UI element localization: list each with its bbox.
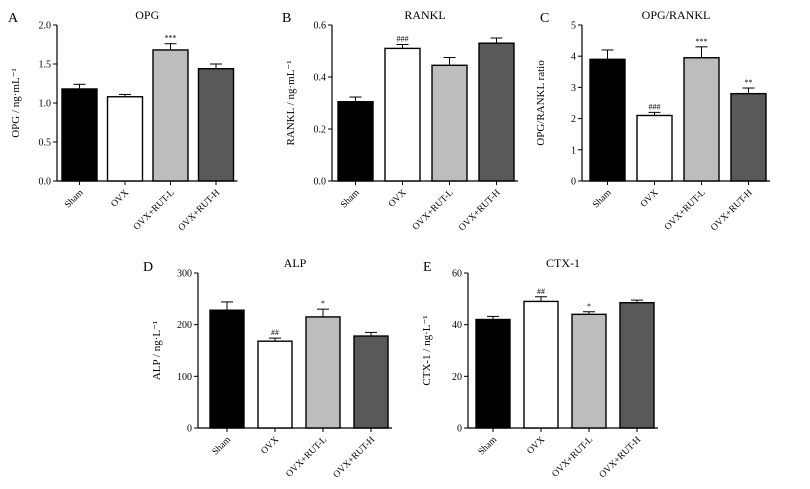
panel-letter: B	[282, 11, 291, 26]
x-tick-label: Sham	[211, 435, 234, 458]
y-axis-label: OPG/RANKL ratio	[535, 60, 547, 146]
significance-marker: *	[587, 302, 591, 311]
bar-ovx-rut-h	[197, 67, 235, 182]
y-tick-label: 0	[457, 424, 462, 435]
x-tick-label: Sham	[591, 188, 614, 211]
bar-ovx-rut-l	[431, 64, 468, 182]
bar-ovx	[257, 340, 293, 429]
panel-title: OPG	[135, 8, 159, 22]
significance-marker: **	[745, 78, 753, 87]
panel-title: ALP	[284, 256, 307, 270]
panel-letter: C	[540, 11, 549, 26]
x-tick-label: OVX+RUT-H	[177, 188, 222, 233]
panel-b: B RANKL RANKL / ng·mL⁻¹ 0.0 0.2 0.4 0.6 Sham ###…	[282, 8, 518, 233]
bar-ovx-rut-h	[353, 335, 389, 429]
y-tick-label: 0.0	[314, 177, 327, 188]
panel-letter: A	[8, 11, 19, 26]
y-tick-label: 5	[571, 21, 576, 32]
panel-c: C OPG/RANKL OPG/RANKL ratio 0 1 2 3 4 5 Sham ### OV…	[535, 8, 770, 233]
y-tick-label: 300	[177, 269, 192, 280]
x-tick-label: Sham	[477, 435, 500, 458]
bar-ovx-rut-l	[571, 313, 607, 429]
bar-sham	[589, 58, 626, 182]
x-tick-label: OVX+RUT-L	[551, 435, 596, 480]
x-tick-label: OVX+RUT-H	[457, 188, 502, 233]
significance-marker: ***	[696, 37, 708, 46]
panel-title: OPG/RANKL	[642, 8, 711, 22]
x-tick-label: OVX+RUT-L	[411, 188, 456, 233]
x-tick-label: Sham	[339, 188, 362, 211]
significance-marker: ***	[165, 34, 177, 43]
panel-a: A OPG OPG / ng·mL⁻¹ 0.0 0.5 1.0 1.5 2.0 Sham OVX *…	[8, 8, 238, 233]
bar-sham	[61, 88, 98, 182]
y-tick-label: 60	[452, 269, 462, 280]
x-tick-label: OVX	[639, 188, 661, 210]
y-tick-label: 1	[571, 145, 576, 156]
y-tick-label: 100	[177, 372, 192, 383]
panel-title: RANKL	[404, 8, 445, 22]
panel-letter: D	[143, 260, 153, 275]
significance-marker: ##	[271, 328, 279, 337]
y-tick-label: 2	[571, 114, 576, 125]
x-tick-label: OVX	[525, 435, 547, 457]
x-tick-label: OVX+RUT-H	[709, 188, 754, 233]
y-tick-label: 0	[187, 424, 192, 435]
significance-marker: ##	[537, 287, 545, 296]
panel-e: E CTX-1 CTX-1 / ng·L⁻¹ 0 20 40 60 Sham ## OVX * OVX…	[421, 256, 658, 480]
y-tick-label: 0.5	[39, 138, 52, 149]
x-tick-label: OVX	[259, 435, 281, 457]
y-tick-label: 1.0	[39, 99, 52, 110]
bar-sham	[209, 309, 245, 429]
x-tick-label: OVX+RUT-H	[332, 435, 377, 480]
x-tick-label: Sham	[63, 188, 86, 211]
y-tick-label: 3	[571, 83, 576, 94]
x-tick-label: OVX+RUT-L	[132, 188, 177, 233]
x-tick-label: OVX+RUT-L	[285, 435, 330, 480]
x-tick-label: OVX+RUT-L	[663, 188, 708, 233]
y-tick-label: 200	[177, 320, 192, 331]
y-tick-label: 0.4	[314, 73, 327, 84]
bar-ovx-rut-h	[619, 302, 655, 429]
bar-ovx-rut-h	[478, 42, 515, 182]
bar-ovx-rut-l	[683, 57, 720, 182]
y-axis-label: RANKL / ng·mL⁻¹	[285, 60, 297, 145]
y-tick-label: 20	[452, 372, 462, 383]
x-tick-label: OVX+RUT-H	[598, 435, 643, 480]
bar-ovx-rut-l	[305, 316, 341, 429]
bar-ovx-rut-l	[152, 49, 189, 182]
bar-sham	[337, 100, 374, 182]
y-tick-label: 0.0	[39, 177, 52, 188]
bar-ovx	[384, 47, 421, 182]
panel-d: D ALP ALP / ng·L⁻¹ 0 100 200 300 Sham ## OVX * OVX+…	[143, 256, 392, 480]
significance-marker: ###	[649, 102, 661, 111]
x-tick-label: OVX	[109, 188, 131, 210]
panel-letter: E	[423, 260, 432, 275]
y-axis-label: OPG / ng·mL⁻¹	[10, 68, 22, 138]
y-tick-label: 2.0	[39, 21, 52, 32]
y-tick-label: 1.5	[39, 60, 52, 71]
bar-sham	[475, 318, 511, 429]
bar-ovx-rut-h	[730, 92, 767, 182]
y-axis-label: CTX-1 / ng·L⁻¹	[421, 315, 433, 385]
y-tick-label: 40	[452, 320, 462, 331]
bar-ovx	[523, 300, 559, 429]
y-axis-label: ALP / ng·L⁻¹	[151, 321, 163, 380]
y-tick-label: 0.6	[314, 21, 327, 32]
y-tick-label: 0.2	[314, 125, 327, 136]
significance-marker: ###	[397, 35, 409, 44]
y-tick-label: 0	[571, 177, 576, 188]
significance-marker: *	[321, 299, 325, 308]
bar-ovx	[106, 96, 144, 182]
x-tick-label: OVX	[387, 188, 409, 210]
bar-ovx	[636, 114, 673, 182]
y-tick-label: 4	[571, 52, 576, 63]
panel-title: CTX-1	[546, 256, 580, 270]
